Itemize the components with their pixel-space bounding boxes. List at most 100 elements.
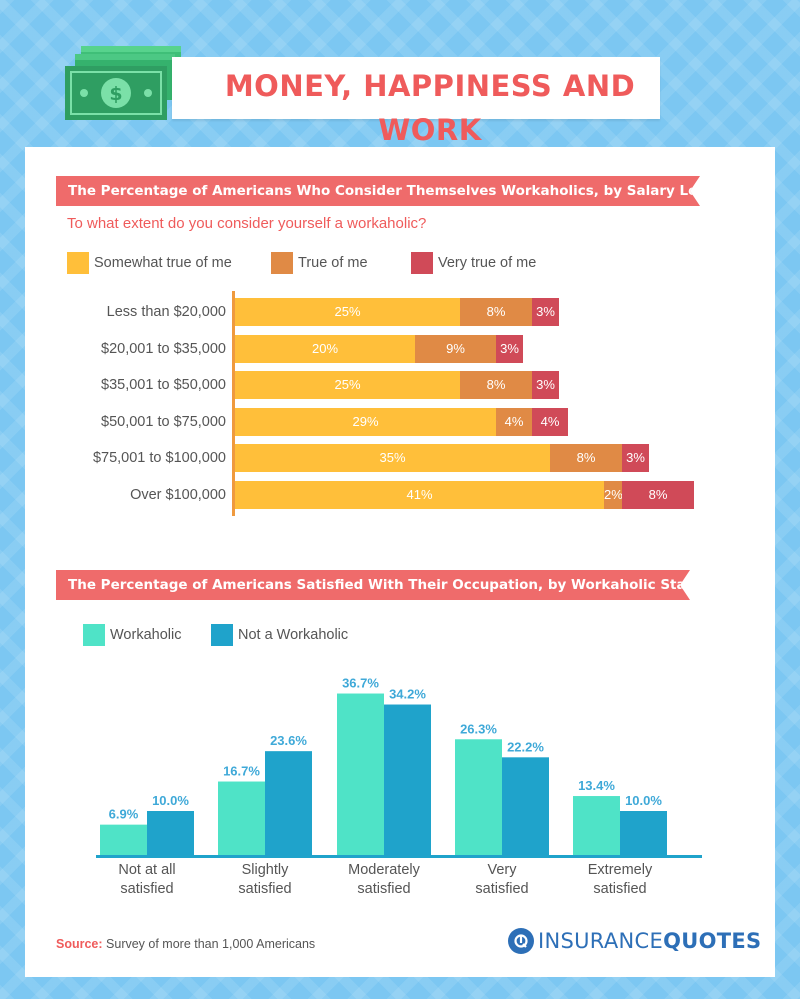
- category-label-line: satisfied: [593, 881, 647, 897]
- bar: [337, 693, 384, 855]
- logo-text-quotes: QUOTES: [663, 929, 762, 953]
- data-label: 10.0%: [625, 793, 662, 808]
- data-label: 20%: [311, 341, 339, 356]
- data-label: 16.7%: [223, 764, 260, 779]
- source-text: Survey of more than 1,000 Americans: [106, 937, 316, 951]
- bar: [384, 704, 431, 855]
- data-label: 36.7%: [342, 676, 379, 691]
- bar-segment: 3%: [622, 444, 649, 472]
- header-banner: [172, 57, 660, 119]
- data-label: 8%: [576, 450, 596, 465]
- section2-banner: The Percentage of Americans Satisfied Wi…: [56, 570, 690, 600]
- legend-workaholic: Workaholic: [83, 624, 181, 646]
- bar-segment: 25%: [235, 371, 460, 399]
- bar: [100, 824, 147, 855]
- legend-somewhat: Somewhat true of me: [67, 252, 232, 274]
- data-label: 26.3%: [460, 721, 497, 736]
- bar-segment: 8%: [622, 481, 694, 509]
- bar-segment: 2%: [604, 481, 623, 509]
- bar-segment: 9%: [415, 335, 496, 363]
- bar-segment: 3%: [532, 298, 559, 326]
- legend-not-workaholic: Not a Workaholic: [211, 624, 348, 646]
- data-label: 6.9%: [109, 807, 139, 822]
- category-label-line: Extremely: [587, 862, 653, 878]
- legend-very: Very true of me: [411, 252, 536, 274]
- data-label: 4%: [504, 414, 524, 429]
- legend-label: True of me: [298, 255, 368, 271]
- category-label-line: satisfied: [357, 881, 411, 897]
- data-label: 34.2%: [389, 687, 426, 702]
- data-label: 9%: [446, 341, 465, 356]
- row-label: $35,001 to $50,000: [101, 377, 226, 393]
- data-label: 8%: [486, 304, 506, 319]
- category-label-line: Moderately: [348, 862, 420, 878]
- legend-swatch: [67, 252, 89, 274]
- bar-segment: 4%: [496, 408, 532, 436]
- category-label-line: satisfied: [120, 881, 174, 897]
- bar-segment: 20%: [235, 335, 415, 363]
- chart-axis: [232, 291, 235, 516]
- data-label: 4%: [540, 414, 560, 429]
- data-label: 29%: [352, 414, 379, 429]
- chart-baseline: [96, 855, 702, 858]
- page-title: MONEY, HAPPINESS AND WORK: [224, 69, 636, 147]
- legend-label: Not a Workaholic: [238, 627, 349, 643]
- legend-swatch: [411, 252, 433, 274]
- bar-segment: 8%: [460, 371, 532, 399]
- legend-swatch: [83, 624, 105, 646]
- bar-segment: 25%: [235, 298, 460, 326]
- data-label: 25%: [334, 304, 361, 319]
- bar-segment: 3%: [532, 371, 559, 399]
- row-label: $20,001 to $35,000: [101, 341, 226, 357]
- source-note: Source: Survey of more than 1,000 Americ…: [56, 937, 315, 951]
- section1-banner: The Percentage of Americans Who Consider…: [56, 176, 700, 206]
- bar: [502, 757, 549, 855]
- bar-segment: 8%: [550, 444, 622, 472]
- bar: [573, 796, 620, 855]
- bar-segment: 4%: [532, 408, 568, 436]
- svg-text:$: $: [109, 83, 122, 105]
- category-label: Not at all satisfied: [87, 861, 207, 899]
- data-label: 3%: [536, 304, 555, 319]
- data-label: 3%: [626, 450, 645, 465]
- data-label: 8%: [648, 487, 668, 502]
- data-label: 8%: [486, 377, 506, 392]
- category-label: Extremely satisfied: [560, 861, 680, 899]
- bar-segment: 35%: [235, 444, 550, 472]
- data-label: 3%: [536, 377, 555, 392]
- bar: [147, 811, 194, 855]
- survey-question: To what extent do you consider yourself …: [67, 215, 427, 232]
- bar-segment: 3%: [496, 335, 523, 363]
- legend-swatch: [211, 624, 233, 646]
- insurancequotes-logo: INSURANCE QUOTES: [508, 928, 761, 954]
- source-label: Source:: [56, 937, 103, 951]
- category-label-line: Slightly: [241, 862, 289, 878]
- row-label: $50,001 to $75,000: [101, 414, 226, 430]
- logo-text-insurance: INSURANCE: [538, 929, 664, 953]
- bar: [265, 751, 312, 855]
- logo-icon: [508, 928, 534, 954]
- legend-label: Workaholic: [110, 627, 182, 643]
- data-label: 3%: [500, 341, 519, 356]
- bar: [455, 739, 502, 855]
- bar-segment: 8%: [460, 298, 532, 326]
- bar: [620, 811, 667, 855]
- row-label: Over $100,000: [130, 487, 226, 503]
- data-label: 2%: [604, 487, 623, 502]
- row-label: Less than $20,000: [106, 304, 226, 320]
- bar-segment: 29%: [235, 408, 496, 436]
- legend-true: True of me: [271, 252, 368, 274]
- legend-label: Somewhat true of me: [94, 255, 232, 271]
- row-label: $75,001 to $100,000: [92, 450, 226, 466]
- category-label-line: Very: [487, 862, 517, 878]
- legend-swatch: [271, 252, 293, 274]
- legend-label: Very true of me: [438, 255, 537, 271]
- data-label: 41%: [406, 487, 433, 502]
- category-label: Slightly satisfied: [205, 861, 325, 899]
- category-label: Moderately satisfied: [324, 861, 444, 899]
- category-label-line: satisfied: [238, 881, 292, 897]
- bar-segment: 41%: [235, 481, 604, 509]
- category-label-line: Not at all: [118, 862, 176, 878]
- data-label: 22.2%: [507, 739, 544, 754]
